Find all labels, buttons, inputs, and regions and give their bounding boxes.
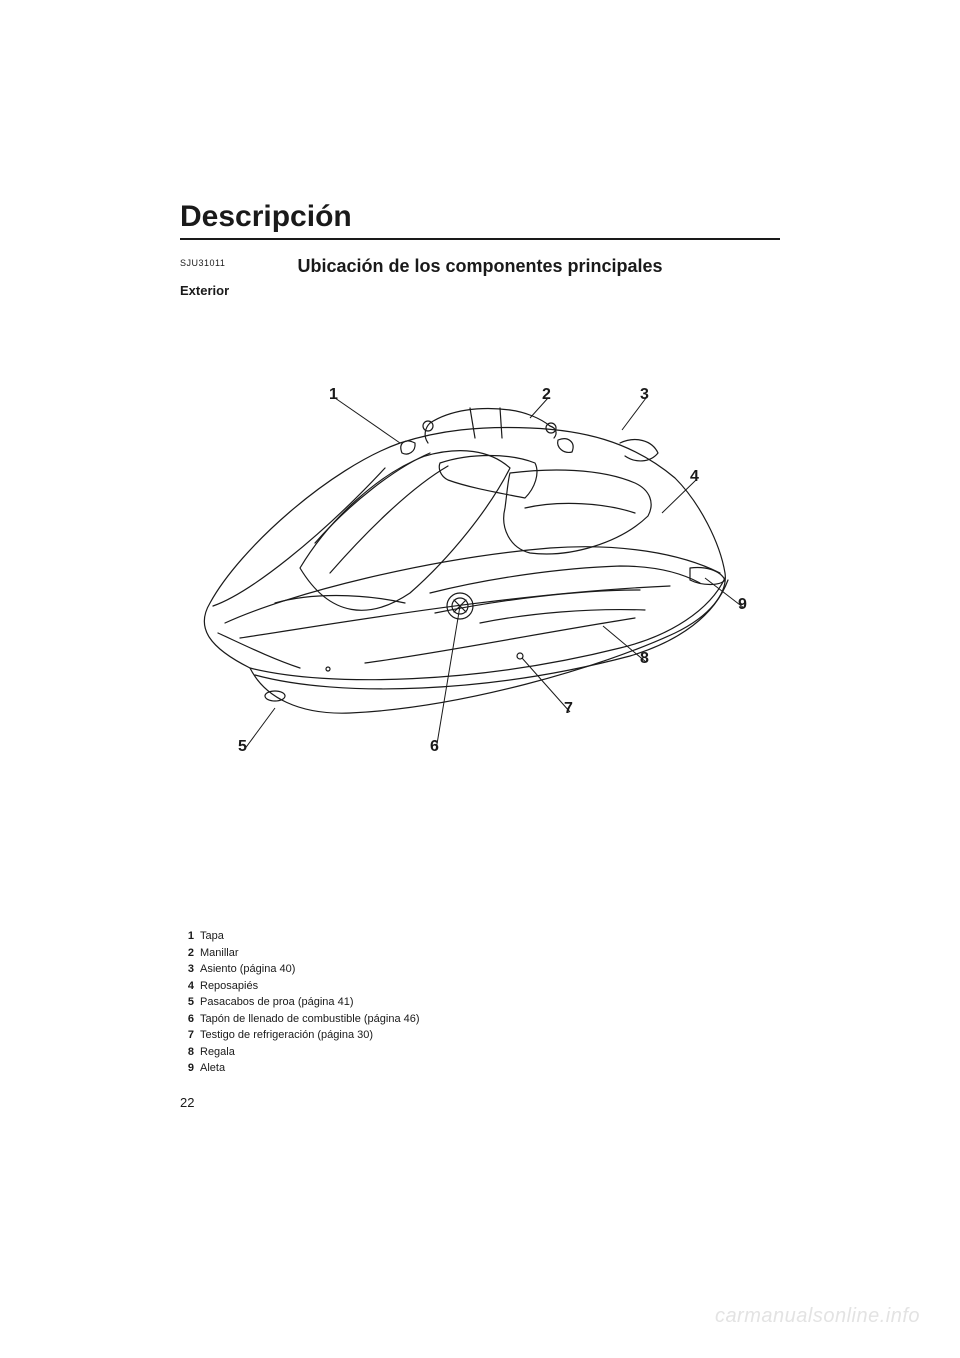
page-number: 22 xyxy=(180,1095,194,1110)
legend-item: 7 Testigo de refrigeración (página 30) xyxy=(180,1027,450,1044)
exterior-diagram: 1 2 3 4 5 6 7 8 9 xyxy=(180,368,780,808)
legend-text: Manillar xyxy=(200,945,450,962)
legend-number: 8 xyxy=(180,1044,194,1061)
callout-4: 4 xyxy=(690,468,699,486)
callout-1: 1 xyxy=(329,386,338,404)
callout-2: 2 xyxy=(542,386,551,404)
legend-number: 4 xyxy=(180,978,194,995)
legend-number: 3 xyxy=(180,961,194,978)
callout-leaders xyxy=(244,398,744,750)
callout-3: 3 xyxy=(640,386,649,404)
sub-heading: Exterior xyxy=(180,283,780,298)
callout-9: 9 xyxy=(738,596,747,614)
callout-6: 6 xyxy=(430,738,439,756)
legend-number: 5 xyxy=(180,994,194,1011)
legend-item: 3 Asiento (página 40) xyxy=(180,961,450,978)
jetski-svg xyxy=(180,368,780,808)
legend-text: Tapa xyxy=(200,928,450,945)
legend-item: 4 Reposapiés xyxy=(180,978,450,995)
legend-number: 9 xyxy=(180,1060,194,1077)
manual-page: Descripción SJU31011 Ubicación de los co… xyxy=(0,0,960,1358)
main-heading: Ubicación de los componentes principales xyxy=(180,256,780,277)
legend-item: 6 Tapón de llenado de combustible (página… xyxy=(180,1011,450,1028)
content-area: Descripción SJU31011 Ubicación de los co… xyxy=(180,200,780,1077)
legend-item: 9 Aleta xyxy=(180,1060,450,1077)
callout-8: 8 xyxy=(640,650,649,668)
legend-text: Regala xyxy=(200,1044,450,1061)
legend-text: Testigo de refrigeración (página 30) xyxy=(200,1027,450,1044)
section-title: Descripción xyxy=(180,200,780,234)
legend-text: Tapón de llenado de combustible (página … xyxy=(200,1011,450,1028)
legend-item: 8 Regala xyxy=(180,1044,450,1061)
legend-number: 7 xyxy=(180,1027,194,1044)
legend-number: 1 xyxy=(180,928,194,945)
legend-item: 5 Pasacabos de proa (página 41) xyxy=(180,994,450,1011)
legend-text: Asiento (página 40) xyxy=(200,961,450,978)
title-rule xyxy=(180,238,780,240)
legend-text: Aleta xyxy=(200,1060,450,1077)
legend-text: Pasacabos de proa (página 41) xyxy=(200,994,450,1011)
legend: 1 Tapa 2 Manillar 3 Asiento (página 40) 4 Repos… xyxy=(180,928,450,1077)
callout-7: 7 xyxy=(564,700,573,718)
watermark: carmanualsonline.info xyxy=(715,1305,920,1328)
legend-item: 2 Manillar xyxy=(180,945,450,962)
callout-5: 5 xyxy=(238,738,247,756)
legend-item: 1 Tapa xyxy=(180,928,450,945)
legend-number: 6 xyxy=(180,1011,194,1028)
legend-text: Reposapiés xyxy=(200,978,450,995)
legend-number: 2 xyxy=(180,945,194,962)
